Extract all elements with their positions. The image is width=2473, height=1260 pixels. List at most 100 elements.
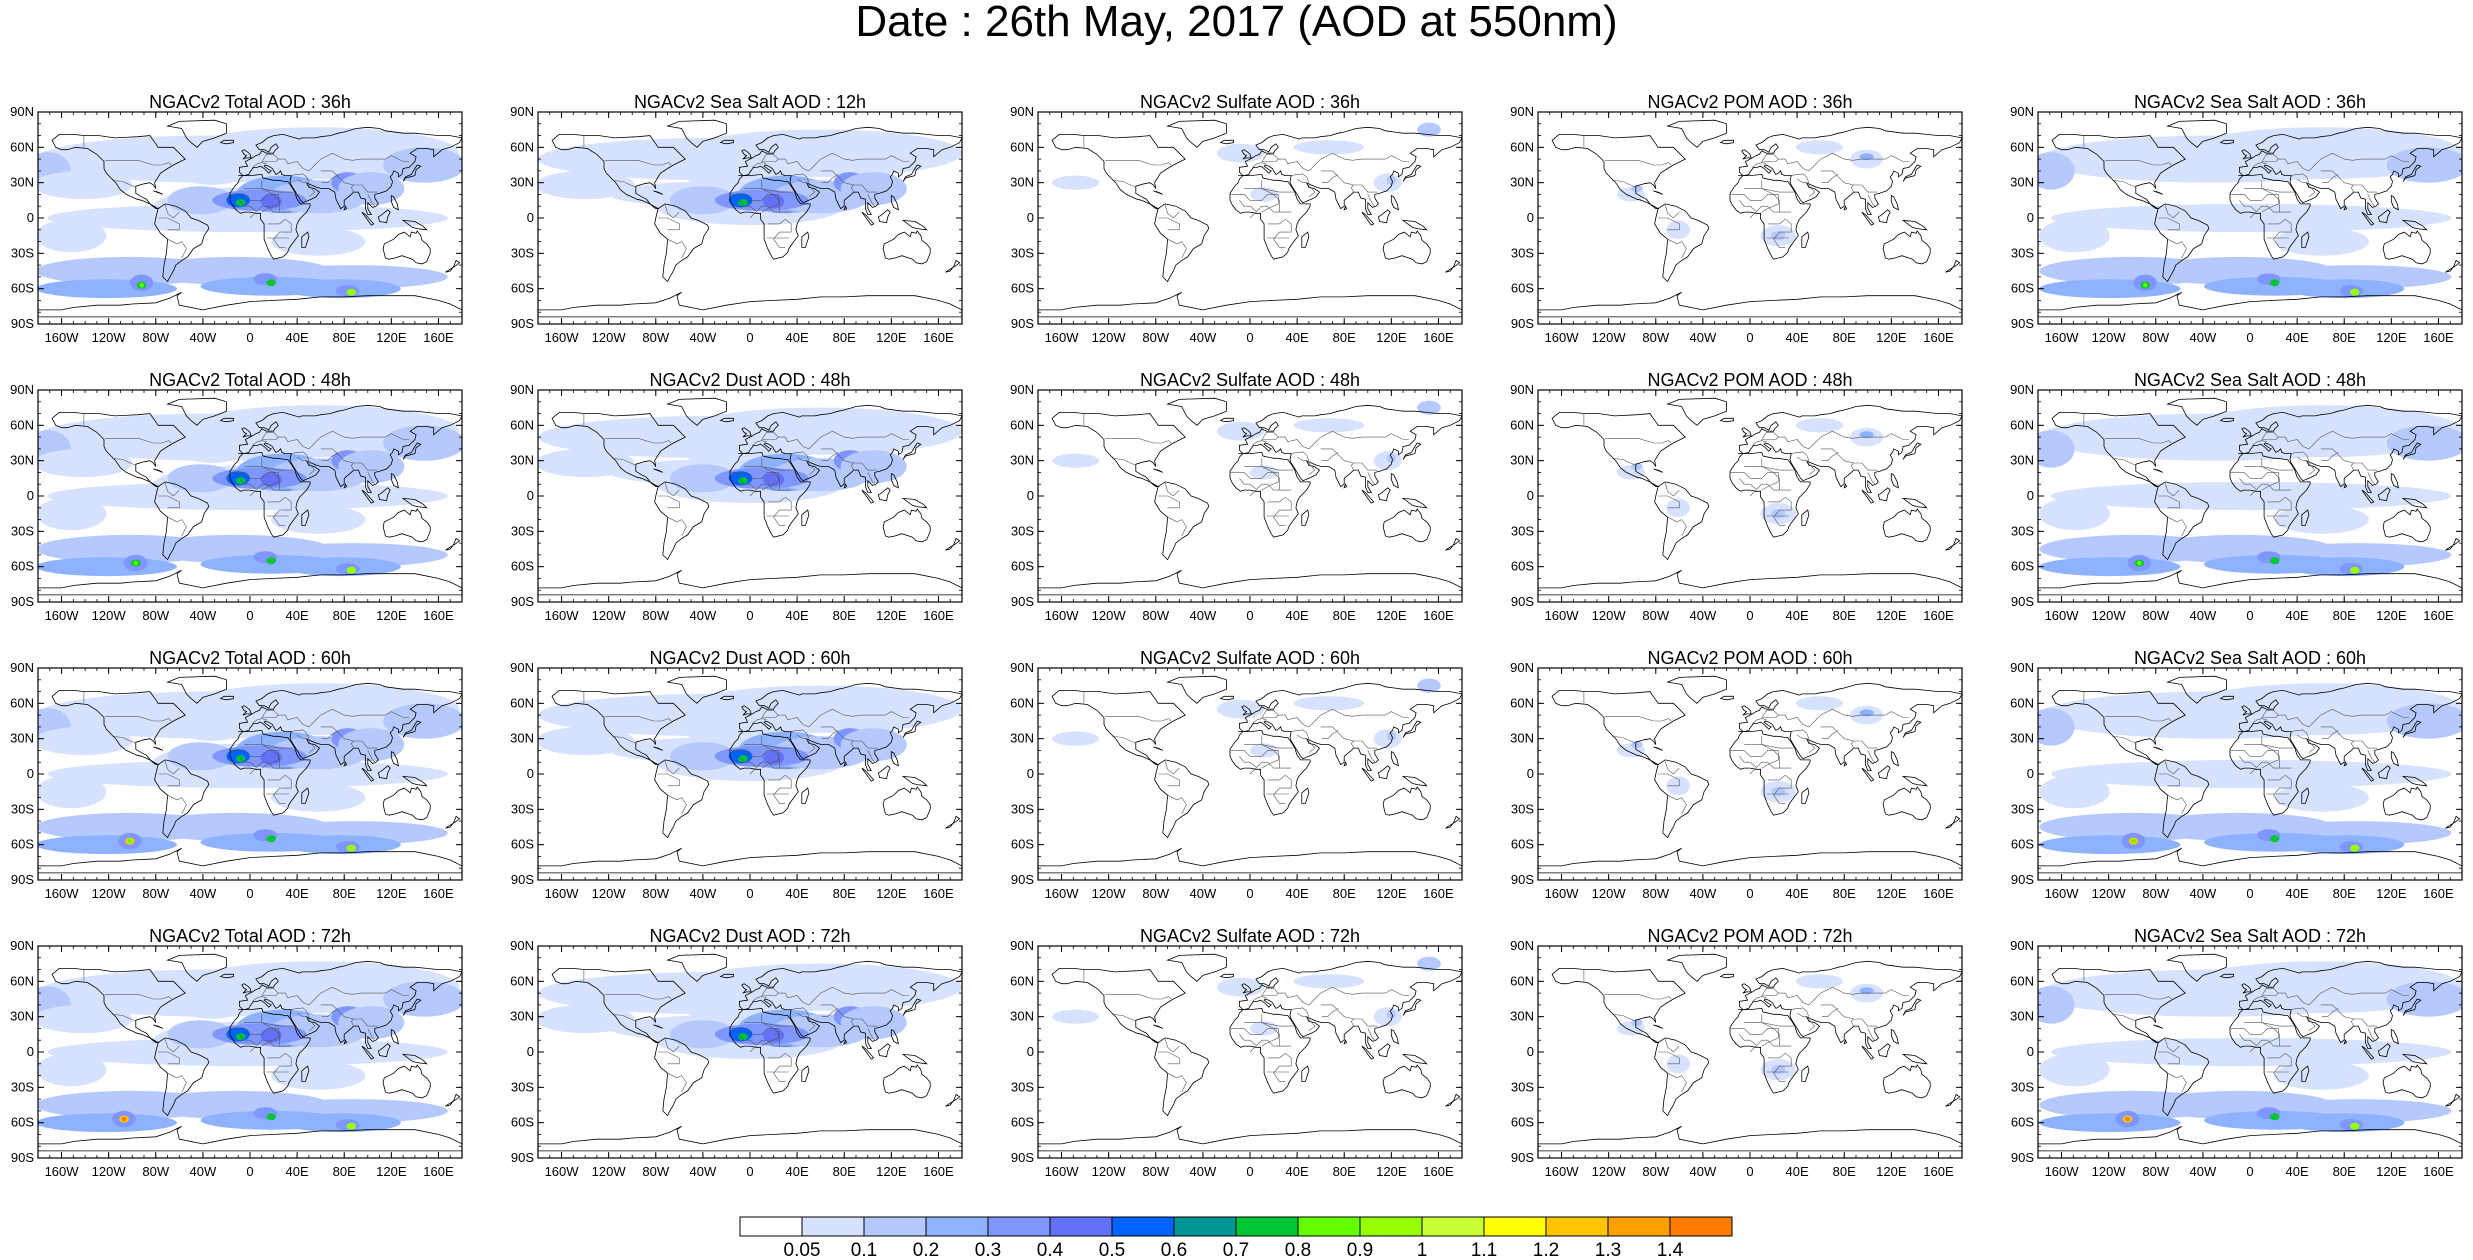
country-border	[664, 204, 680, 219]
country-border	[2320, 726, 2378, 749]
coastline	[2343, 483, 2348, 489]
lat-tick-label: 30S	[2011, 1079, 2034, 1094]
country-border	[105, 994, 172, 1000]
coastline	[551, 412, 686, 487]
aod-field	[38, 961, 462, 1133]
coastline	[1241, 983, 1252, 994]
country-border	[730, 194, 779, 213]
coastline	[729, 173, 811, 260]
lat-tick-label: 0	[27, 766, 34, 781]
coastline	[945, 259, 961, 273]
lon-tick-label: 80W	[1142, 886, 1169, 901]
map-plot: 160W 120W 80W 40W 0 40E 80E 120E 160E 90N 60N 30N 0 3…	[2010, 938, 2463, 1179]
lon-tick-label: 40W	[2190, 1164, 2217, 1179]
aod-region	[177, 990, 248, 1019]
country-border	[778, 430, 909, 450]
country-border	[801, 172, 810, 183]
coastline	[1343, 205, 1348, 211]
country-border	[2244, 188, 2294, 193]
coastline	[1051, 690, 1186, 765]
coastline	[1538, 569, 1962, 596]
lat-tick-label: 60S	[1511, 559, 1534, 574]
coastline	[1738, 126, 1962, 215]
lat-tick-label: 90S	[11, 316, 34, 331]
country-border	[761, 710, 779, 718]
coastline	[2241, 705, 2252, 716]
country-border	[1850, 184, 1854, 193]
map-plot: 160W 120W 80W 40W 0 40E 80E 120E 160E 90N 60N 30N 0 3…	[510, 660, 963, 901]
lon-tick-label: 120E	[2376, 608, 2407, 623]
country-border	[267, 218, 292, 248]
country-border	[667, 516, 687, 537]
lat-tick-label: 60S	[11, 837, 34, 852]
aod-region	[127, 838, 133, 844]
coastline	[229, 451, 311, 538]
lon-tick-label: 120W	[1592, 330, 1627, 345]
lat-tick-label: 30S	[1011, 523, 1034, 538]
aod-region	[1859, 431, 1874, 439]
aod-region	[679, 407, 962, 455]
country-border	[1730, 472, 1779, 491]
country-border	[1739, 200, 1757, 212]
coastline	[843, 483, 848, 489]
country-border	[761, 1014, 780, 1047]
aod-region	[1293, 974, 1365, 989]
coastline	[1666, 119, 1727, 148]
aod-field	[538, 963, 962, 1059]
country-border	[1612, 458, 1636, 466]
coastline	[1890, 194, 1899, 211]
coastline	[1401, 497, 1428, 509]
lon-tick-label: 160E	[1423, 608, 1454, 623]
panel-title: NGACv2 POM AOD : 60h	[1647, 648, 1853, 668]
aod-region	[2274, 1061, 2369, 1090]
coastline	[1653, 746, 1663, 751]
lon-tick-label: 80W	[1142, 330, 1169, 345]
country-border	[1249, 205, 1292, 219]
country-border	[1261, 154, 1279, 162]
country-border	[291, 452, 302, 454]
colorbar-swatch	[1545, 1216, 1609, 1237]
lat-tick-label: 30S	[11, 245, 34, 260]
lon-tick-label: 120E	[1376, 886, 1407, 901]
lon-tick-label: 80E	[1333, 330, 1356, 345]
lat-tick-label: 30S	[2011, 245, 2034, 260]
lon-tick-label: 40E	[286, 330, 309, 345]
aod-region	[346, 288, 356, 296]
coastline	[2229, 729, 2311, 816]
coastline	[166, 397, 227, 426]
country-border	[821, 174, 839, 183]
aod-region	[738, 755, 748, 763]
coastline	[1445, 1093, 1461, 1107]
lon-tick-label: 80W	[142, 886, 169, 901]
lon-tick-label: 80E	[1333, 608, 1356, 623]
map-plot: 160W 120W 80W 40W 0 40E 80E 120E 160E 90N 60N 30N 0 3…	[1010, 660, 1463, 901]
coastline	[2229, 173, 2311, 260]
lat-tick-label: 60S	[1011, 1115, 1034, 1130]
lon-tick-label: 120E	[376, 886, 407, 901]
coastline	[1877, 765, 1891, 780]
country-border	[1801, 450, 1810, 461]
country-border	[267, 774, 292, 804]
country-border	[367, 194, 376, 207]
colorbar-swatch	[925, 1216, 989, 1237]
lon-tick-label: 0	[246, 330, 253, 345]
coastline	[1343, 1039, 1348, 1045]
coastline	[902, 164, 922, 182]
colorbar-label: 1	[1417, 1240, 1428, 1260]
aod-region	[2350, 566, 2360, 574]
lat-tick-label: 60S	[511, 281, 534, 296]
country-border	[1667, 238, 1687, 259]
aod-region	[133, 560, 139, 566]
lon-tick-label: 80W	[642, 330, 669, 345]
aod-region	[1386, 731, 1396, 741]
lon-tick-label: 120W	[2092, 330, 2127, 345]
coastline	[2166, 675, 2227, 704]
lat-tick-label: 30N	[10, 1009, 34, 1024]
country-border	[1752, 718, 1767, 724]
aod-region	[679, 963, 962, 1011]
country-border	[278, 708, 409, 728]
aod-region	[38, 170, 133, 200]
coastline	[153, 468, 163, 473]
lon-tick-label: 80E	[1333, 1164, 1356, 1179]
country-border	[1249, 483, 1292, 497]
